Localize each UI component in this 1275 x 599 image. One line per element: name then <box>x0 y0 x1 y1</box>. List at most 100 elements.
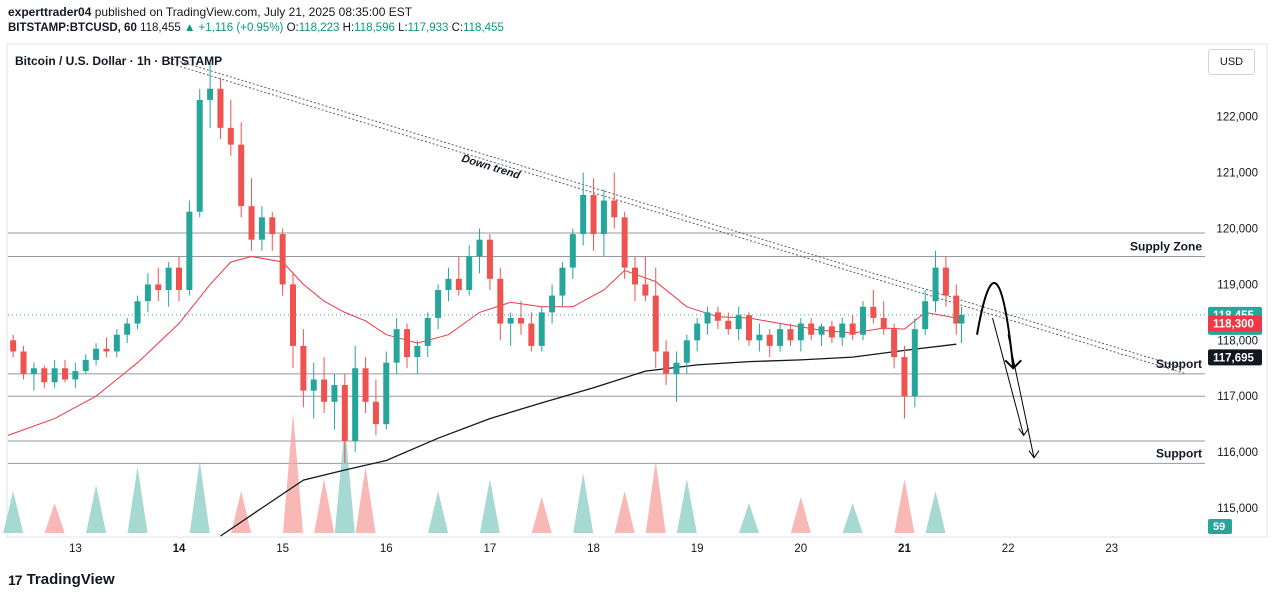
candle-body <box>372 401 379 425</box>
volume-bar <box>44 503 65 533</box>
volume-bar <box>355 467 376 533</box>
projection-arrowhead <box>1018 428 1030 437</box>
y-tick-label: 115,000 <box>1217 503 1258 515</box>
open-value: 118,223 <box>298 22 340 34</box>
candle-body <box>466 256 473 290</box>
candle-body <box>124 323 131 335</box>
volume-bar <box>925 491 946 533</box>
close-value: 118,455 <box>463 22 504 34</box>
volume-bar <box>739 503 759 533</box>
brand-name: TradingView <box>26 571 115 588</box>
candle-body <box>217 88 224 128</box>
volume-bar <box>676 479 697 533</box>
high-label: H: <box>342 22 355 34</box>
candle-body <box>642 284 649 296</box>
candle-body <box>528 323 535 346</box>
volume-bar <box>573 473 594 533</box>
y-tick-label: 118,000 <box>1217 335 1258 347</box>
trendline-upper <box>168 57 1185 369</box>
close-label: C: <box>451 22 464 34</box>
volume-badge-label: 59 <box>1213 521 1225 533</box>
candle-body <box>207 88 214 100</box>
candle-body <box>590 194 597 235</box>
candle-body <box>93 348 100 360</box>
candle-body <box>321 379 328 402</box>
candle-body <box>652 295 659 352</box>
candle-body <box>134 301 141 324</box>
currency-button[interactable]: USD <box>1208 49 1255 75</box>
x-tick-label: 16 <box>380 543 393 555</box>
candle-body <box>766 334 773 346</box>
price-badge-label: 118,300 <box>1213 319 1254 331</box>
open-label: O: <box>286 22 299 34</box>
candle-body <box>818 326 825 335</box>
trendline-label: Down trend <box>460 153 522 182</box>
candle-body <box>176 267 182 290</box>
candle-body <box>383 362 390 425</box>
trendline-lower <box>168 62 1185 374</box>
x-tick-label: 23 <box>1105 543 1118 555</box>
last-price: 118,455 <box>140 22 181 34</box>
candle-body <box>435 290 442 318</box>
x-tick-label: 22 <box>1002 543 1015 555</box>
volume-bar <box>479 479 500 533</box>
candle-body <box>870 306 877 318</box>
candle-body <box>476 239 483 257</box>
candle-body <box>704 312 711 324</box>
candle-body <box>486 239 493 279</box>
volume-bar <box>790 497 811 533</box>
candle-body <box>839 323 846 338</box>
tv-logo-icon: 17 <box>8 571 23 588</box>
volume-bar <box>614 491 635 533</box>
volume-bar <box>334 425 355 533</box>
candle-body <box>828 326 835 338</box>
candle-body <box>538 312 545 346</box>
candle-body <box>113 334 120 352</box>
ma-black-line <box>220 343 957 537</box>
volume-bar <box>189 461 210 533</box>
candle-body <box>497 278 504 324</box>
candle-body <box>746 315 752 341</box>
x-tick-label: 13 <box>69 543 82 555</box>
candle-body <box>559 267 566 296</box>
projection-arrow <box>1007 334 1035 458</box>
tradingview-logo[interactable]: 17 TradingView <box>8 571 115 588</box>
projection-arrow <box>992 317 1025 436</box>
price-badge <box>1208 315 1262 332</box>
candle-body <box>165 267 172 290</box>
author-name[interactable]: experttrader04 <box>8 5 92 19</box>
candle-body <box>569 234 576 268</box>
candle-body <box>393 329 400 363</box>
candle-body <box>258 217 265 240</box>
candle-body <box>507 317 514 324</box>
candle-body <box>756 334 763 341</box>
y-tick-label: 117,000 <box>1217 391 1258 403</box>
candle-body <box>549 295 556 313</box>
level-label: Support <box>1156 357 1202 371</box>
candle-body <box>901 357 908 397</box>
volume-bar <box>645 461 666 533</box>
candle-body <box>663 351 670 374</box>
x-tick-label: 15 <box>276 543 289 555</box>
high-value: 118,596 <box>354 22 395 34</box>
candle-body <box>735 315 742 330</box>
x-tick-label: 19 <box>691 543 704 555</box>
y-tick-label: 122,000 <box>1216 112 1258 124</box>
candle-body <box>942 267 949 296</box>
candle-body <box>248 206 255 240</box>
chart-border <box>6 43 1268 538</box>
candle-body <box>777 329 784 346</box>
candle-body <box>518 317 524 324</box>
candle-body <box>714 312 721 321</box>
candle-body <box>673 362 680 374</box>
candle-body <box>787 329 794 341</box>
candle-body <box>683 340 690 363</box>
symbol: BITSTAMP:BTCUSD, 60 <box>8 22 137 34</box>
candle-body <box>10 340 17 352</box>
candle-body <box>300 345 307 391</box>
candle-body <box>72 371 79 380</box>
price-badge <box>1208 349 1262 366</box>
volume-bar <box>428 491 449 533</box>
candle-body <box>621 217 628 268</box>
